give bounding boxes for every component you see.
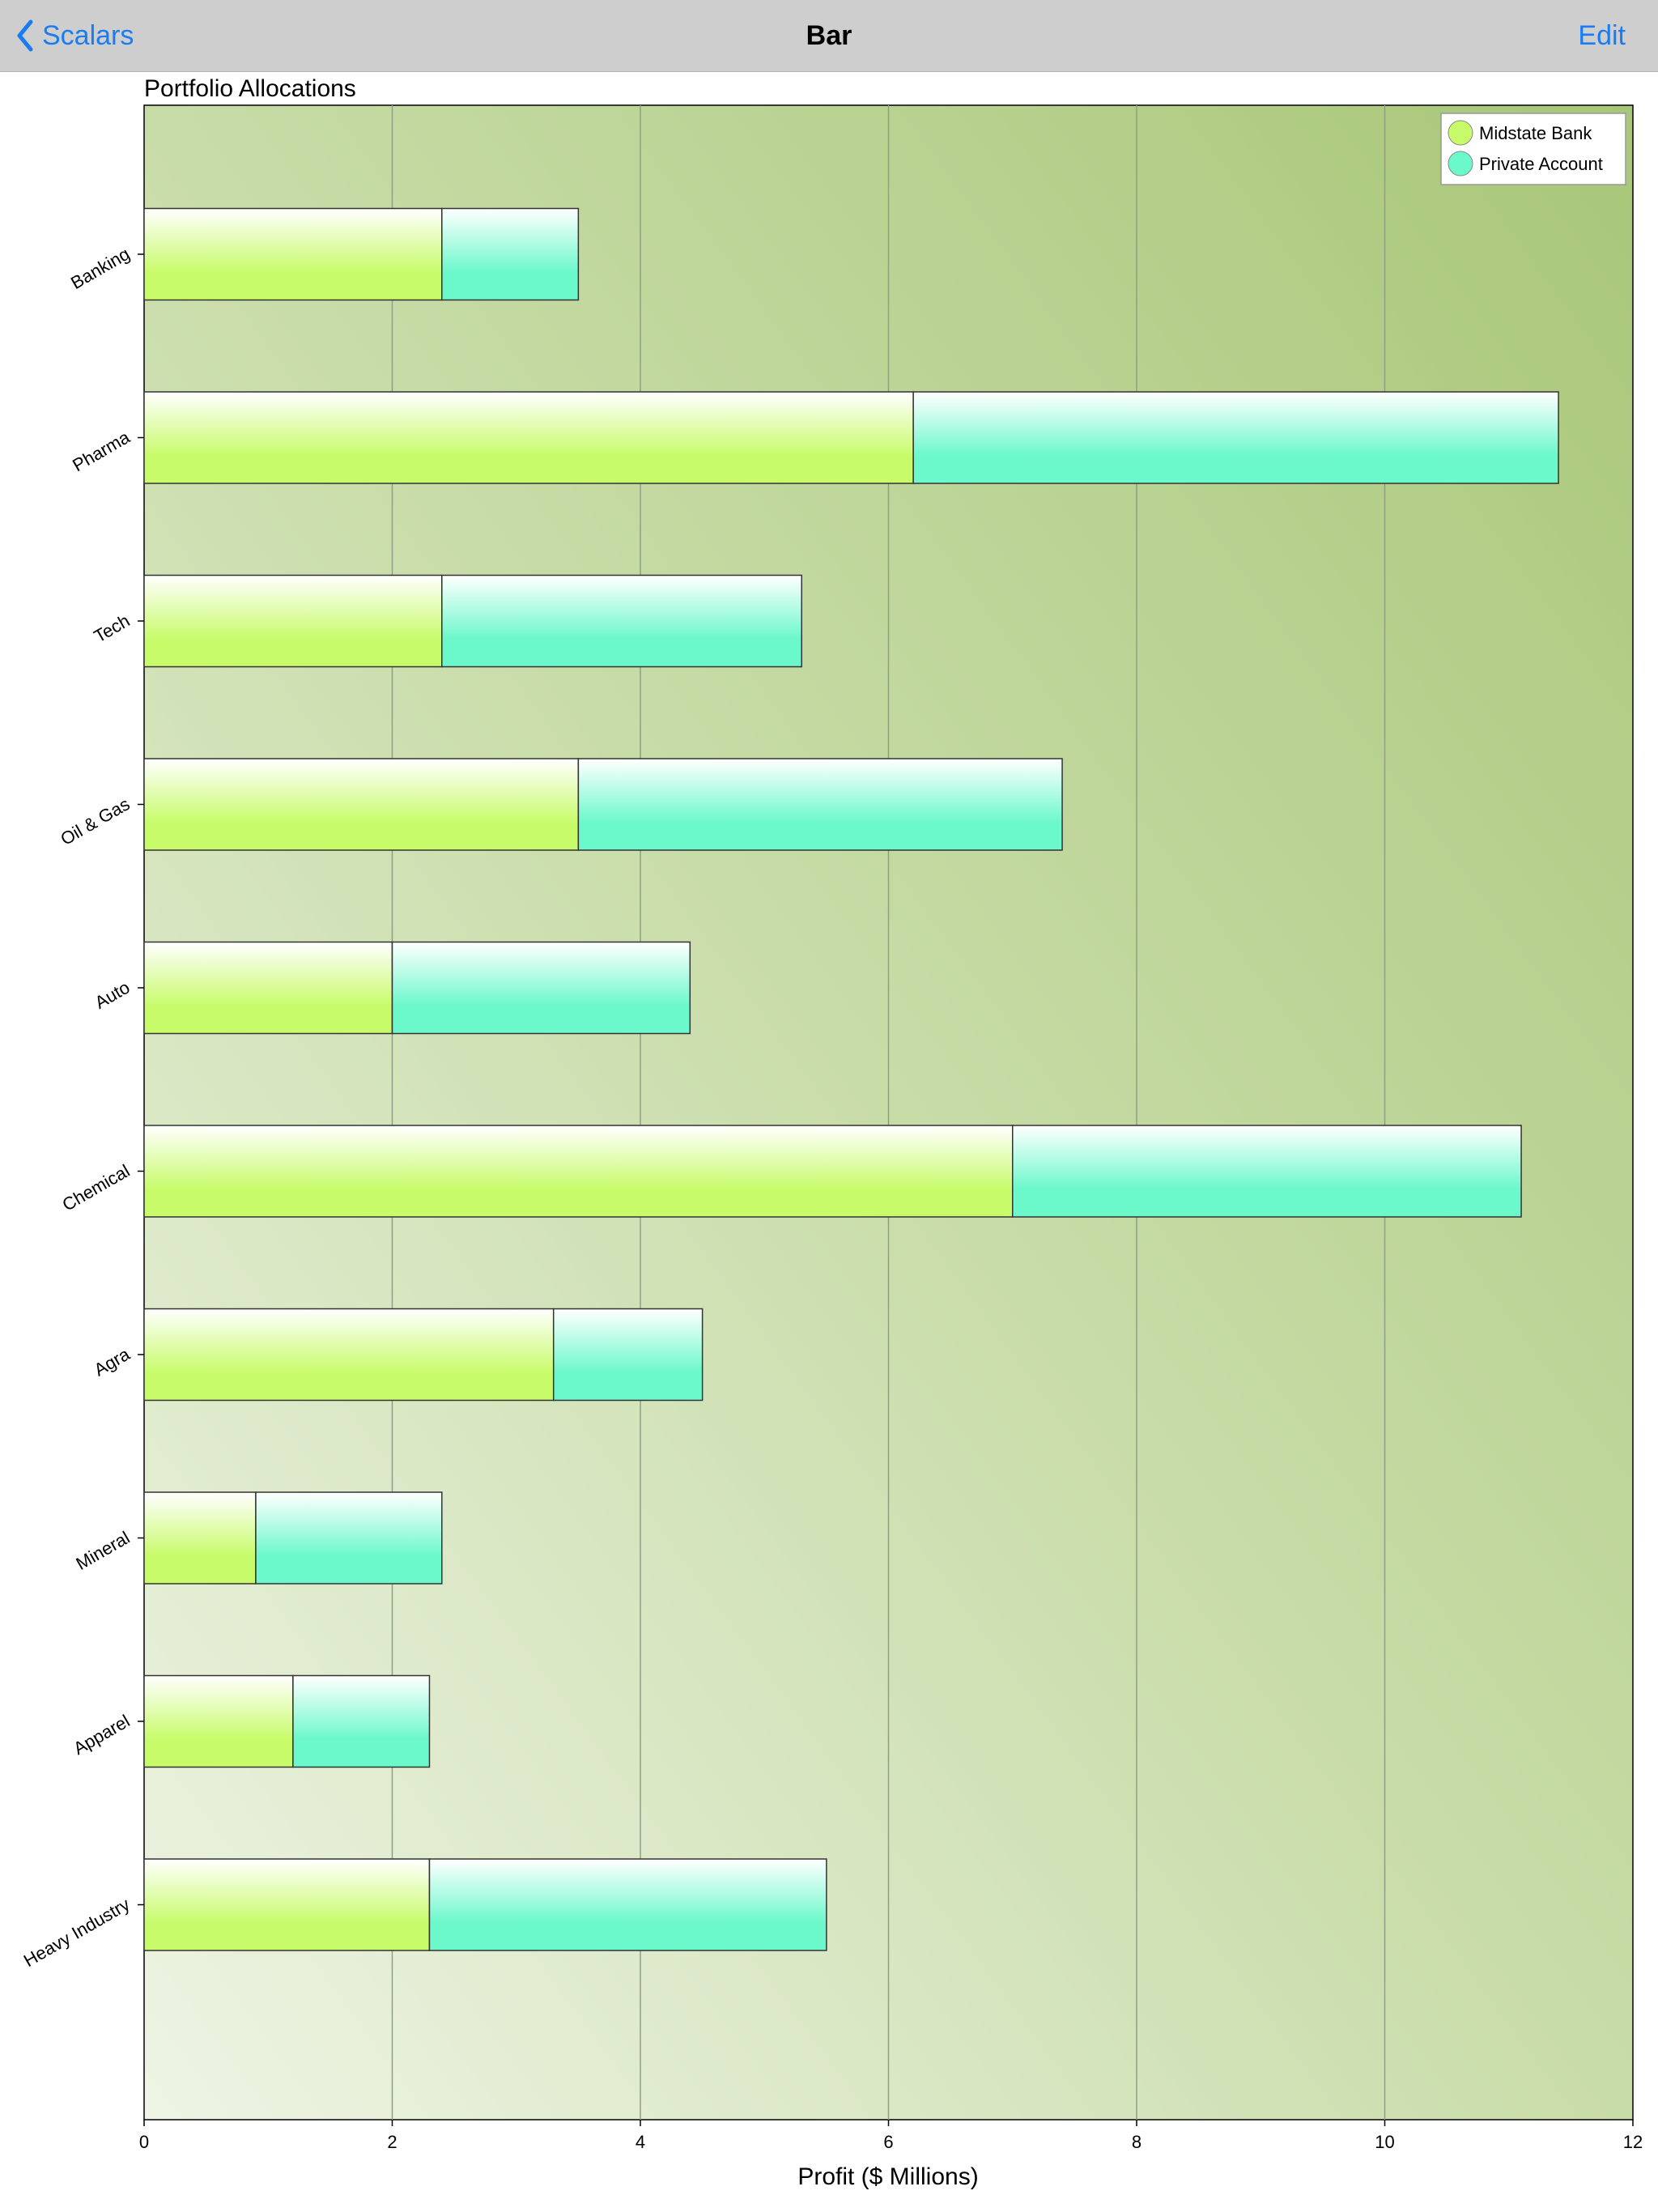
bar-private-account xyxy=(441,207,580,301)
legend-swatch xyxy=(1448,120,1473,146)
y-category-label: Mineral xyxy=(73,1527,134,1574)
y-category-label: Tech xyxy=(91,610,134,647)
bar-midstate-bank xyxy=(143,207,443,301)
legend: Midstate Bank Private Account xyxy=(1440,113,1626,185)
bar-midstate-bank xyxy=(143,391,914,484)
x-tick-label: 12 xyxy=(1623,2132,1643,2152)
back-button-label: Scalars xyxy=(42,19,134,51)
y-category-label: Banking xyxy=(67,244,133,293)
y-category-label: Apparel xyxy=(70,1711,133,1759)
bar-private-account xyxy=(552,1308,704,1402)
edit-button[interactable]: Edit xyxy=(1578,20,1626,51)
y-category-label: Auto xyxy=(91,977,134,1013)
bar-midstate-bank xyxy=(143,1491,257,1585)
x-tick-label: 10 xyxy=(1375,2132,1394,2152)
bar-midstate-bank xyxy=(143,574,443,668)
y-category-label: Oil & Gas xyxy=(57,793,133,849)
back-button[interactable]: Scalars xyxy=(16,15,134,57)
bar-private-account xyxy=(577,758,1063,851)
legend-box xyxy=(1440,113,1626,185)
bar-chart: Portfolio Allocations 0 2 4 6 8 10 12 Banking P… xyxy=(20,75,1643,2190)
y-category-label: Pharma xyxy=(69,427,134,476)
bar-private-account xyxy=(255,1491,443,1585)
chart-title: Portfolio Allocations xyxy=(144,75,356,102)
x-axis-label: Profit ($ Millions) xyxy=(797,2163,978,2190)
page-title: Bar xyxy=(806,20,852,51)
y-category-label: Chemical xyxy=(59,1160,134,1215)
bar-private-account xyxy=(912,391,1559,484)
bar-private-account xyxy=(292,1674,431,1768)
bar-private-account xyxy=(391,941,691,1035)
bar-private-account xyxy=(441,574,802,668)
bar-midstate-bank xyxy=(143,941,393,1035)
x-tick-label: 2 xyxy=(387,2132,397,2152)
bar-midstate-bank xyxy=(143,758,580,851)
x-tick-label: 8 xyxy=(1132,2132,1141,2152)
x-tick-label: 6 xyxy=(883,2132,893,2152)
legend-label: Private Account xyxy=(1479,154,1603,174)
bar-private-account xyxy=(428,1858,827,1951)
bar-private-account xyxy=(1012,1125,1522,1218)
chevron-left-icon xyxy=(16,19,34,52)
bar-midstate-bank xyxy=(143,1125,1014,1218)
legend-label: Midstate Bank xyxy=(1479,123,1592,143)
bar-midstate-bank xyxy=(143,1308,555,1402)
bar-midstate-bank xyxy=(143,1674,294,1768)
bar-midstate-bank xyxy=(143,1858,431,1951)
x-tick-label: 4 xyxy=(636,2132,645,2152)
y-category-label: Agra xyxy=(91,1343,134,1380)
x-tick-label: 0 xyxy=(139,2132,149,2152)
navigation-bar: Scalars Bar Edit xyxy=(0,0,1658,72)
y-category-label: Heavy Industry xyxy=(20,1894,134,1971)
legend-swatch xyxy=(1448,151,1473,177)
